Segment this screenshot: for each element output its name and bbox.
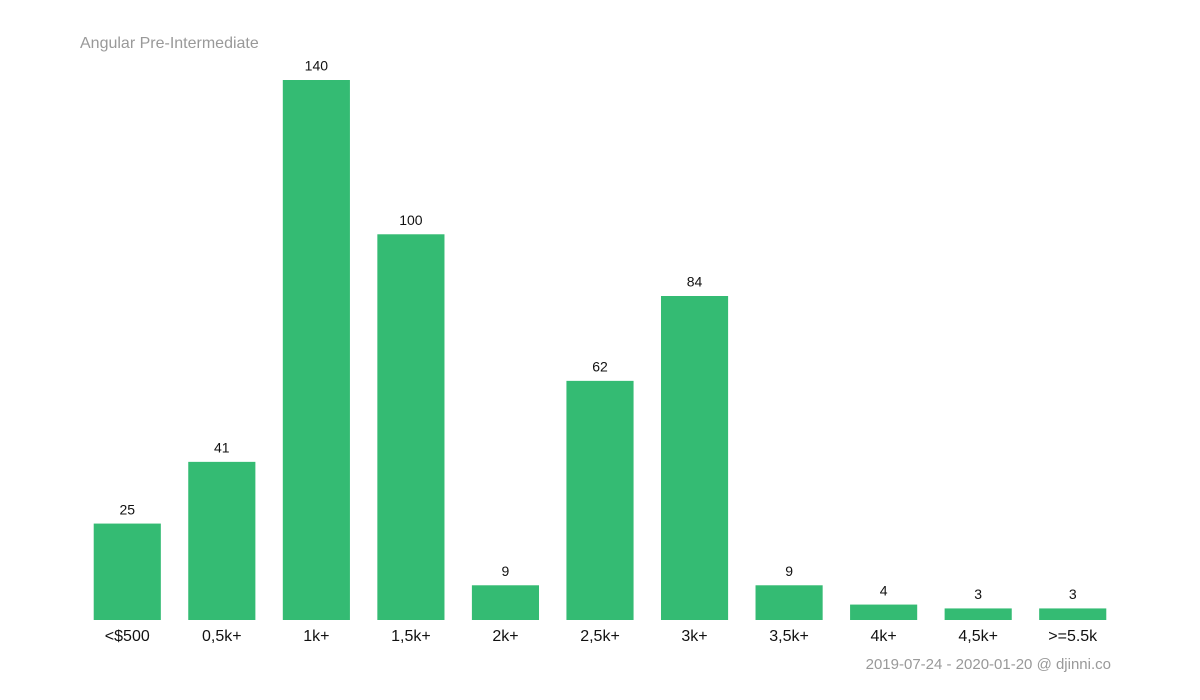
value-label: 25 — [119, 501, 135, 517]
bar — [660, 296, 729, 620]
bar — [282, 80, 350, 620]
value-label: 9 — [502, 563, 510, 579]
value-label: 4 — [880, 582, 888, 598]
value-label: 9 — [785, 563, 793, 579]
chart-title: Angular Pre-Intermediate — [80, 35, 259, 52]
bar — [850, 604, 918, 620]
value-label: 3 — [974, 586, 982, 602]
footer: 2019-07-24 - 2020-01-20 @ djinni.co — [866, 656, 1111, 673]
bar — [377, 234, 445, 621]
bar — [566, 380, 634, 620]
value-label: 140 — [305, 58, 329, 74]
value-label: 100 — [399, 212, 423, 228]
x-tick-label: 3k+ — [681, 628, 707, 645]
value-label: 3 — [1069, 586, 1077, 602]
x-tick-label: 4k+ — [871, 628, 897, 645]
x-tick-label: 2k+ — [492, 628, 518, 645]
bar — [755, 585, 823, 620]
x-tick-label: 3,5k+ — [769, 628, 809, 645]
bar — [944, 608, 1012, 620]
bar — [471, 585, 540, 620]
value-label: 41 — [214, 440, 230, 456]
x-tick-label: 1k+ — [303, 628, 329, 645]
bar — [1039, 608, 1107, 620]
value-label: 84 — [687, 274, 703, 290]
x-tick-label: 4,5k+ — [958, 628, 998, 645]
x-tick-label: <$500 — [105, 628, 150, 645]
x-tick-label: 2,5k+ — [580, 628, 620, 645]
value-label: 62 — [592, 359, 608, 375]
bar — [93, 523, 161, 620]
x-tick-label: 1,5k+ — [391, 628, 431, 645]
x-tick-label: >=5.5k — [1048, 628, 1098, 645]
x-tick-label: 0,5k+ — [202, 628, 242, 645]
bar — [188, 461, 256, 620]
